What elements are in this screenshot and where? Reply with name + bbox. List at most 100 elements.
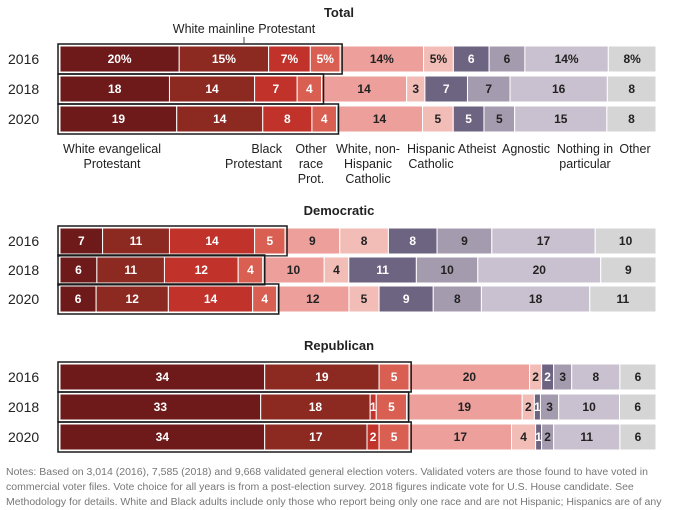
- panel-title-total: Total: [324, 5, 354, 20]
- bar-republican-2018-other-race-prot-: [375, 393, 408, 421]
- label-black-protestant-1: Black: [251, 142, 282, 156]
- label-nothing-1: Nothing in: [557, 142, 613, 156]
- data-label-total-2016-nothing-in-particular: 14%: [555, 52, 579, 66]
- bar-democratic-2016-white-evangelical-protestant: [59, 227, 104, 255]
- label-hispanic-catholic-2: Catholic: [408, 157, 453, 171]
- label-catholic-3: Catholic: [345, 172, 390, 186]
- data-label-republican-2018-other-race-prot-: 5: [388, 400, 395, 414]
- data-label-total-2020-other-race-prot-: 4: [321, 112, 328, 126]
- chart-notes: Notes: Based on 3,014 (2016), 7,585 (201…: [6, 466, 662, 508]
- bar-total-2020-agnostic: [483, 105, 516, 133]
- data-label-republican-2016-agnostic: 3: [559, 370, 566, 384]
- bar-democratic-2020-hispanic-catholic: [348, 285, 380, 313]
- bar-total-2016-white-non-hispanic-catholic: [339, 45, 425, 73]
- data-label-democratic-2018-atheist: 11: [376, 263, 389, 277]
- bar-total-2016-atheist: [452, 45, 490, 73]
- data-label-democratic-2016-white-non-hispanic-catholic: 9: [309, 234, 316, 248]
- data-label-republican-2016-atheist: 2: [544, 370, 551, 384]
- data-label-republican-2020-agnostic: 2: [544, 430, 551, 444]
- data-label-republican-2018-agnostic: 3: [546, 400, 553, 414]
- data-label-democratic-2016-agnostic: 9: [461, 234, 468, 248]
- bar-democratic-2016-other: [594, 227, 657, 255]
- bar-democratic-2018-other-race-prot-: [237, 256, 264, 284]
- data-label-democratic-2018-other: 9: [625, 263, 632, 277]
- label-agnostic: Agnostic: [502, 142, 550, 156]
- bar-democratic-2016-atheist: [387, 227, 438, 255]
- data-label-republican-2020-other: 6: [635, 430, 642, 444]
- bar-republican-2020-white-evangelical-protestant: [59, 423, 266, 451]
- data-label-total-2018-white-mainline-protestant: 14: [205, 82, 219, 96]
- bar-total-2018-nothing-in-particular: [509, 75, 608, 103]
- bar-democratic-2020-other: [589, 285, 657, 313]
- data-label-democratic-2016-nothing-in-particular: 17: [537, 234, 551, 248]
- bar-total-2020-other: [606, 105, 657, 133]
- data-label-republican-2020-atheist: 1: [535, 430, 542, 444]
- bar-total-2016-hispanic-catholic: [423, 45, 454, 73]
- label-atheist: Atheist: [458, 142, 497, 156]
- data-label-total-2020-agnostic: 5: [496, 112, 503, 126]
- data-label-democratic-2020-agnostic: 8: [454, 292, 461, 306]
- bar-republican-2016-other: [619, 363, 657, 391]
- bar-democratic-2018-white-evangelical-protestant: [59, 256, 98, 284]
- bar-republican-2020-white-mainline-protestant: [264, 423, 368, 451]
- data-label-total-2018-black-protestant: 7: [273, 82, 280, 96]
- bar-republican-2016-white-mainline-protestant: [264, 363, 380, 391]
- bar-democratic-2018-other: [600, 256, 657, 284]
- data-label-total-2018-atheist: 7: [443, 82, 450, 96]
- data-label-democratic-2016-black-protestant: 14: [205, 234, 219, 248]
- label-other-race-1: Other: [295, 142, 326, 156]
- data-label-total-2020-hispanic-catholic: 5: [435, 112, 442, 126]
- data-label-republican-2016-hispanic-catholic: 2: [532, 370, 539, 384]
- data-label-democratic-2016-other: 10: [619, 234, 633, 248]
- year-label-democratic-2018: 2018: [8, 262, 39, 278]
- data-label-total-2016-other: 8%: [623, 52, 641, 66]
- data-label-total-2018-white-non-hispanic-catholic: 14: [357, 82, 371, 96]
- data-label-total-2020-nothing-in-particular: 15: [554, 112, 568, 126]
- protestant-outline-democratic-2018: [57, 254, 266, 286]
- bar-republican-2016-nothing-in-particular: [571, 363, 621, 391]
- bar-democratic-2018-atheist: [348, 256, 417, 284]
- label-nothing-2: particular: [559, 157, 610, 171]
- bar-democratic-2020-other-race-prot-: [252, 285, 278, 313]
- year-label-total-2020: 2020: [8, 111, 39, 127]
- bar-total-2020-white-evangelical-protestant: [59, 105, 178, 133]
- bar-democratic-2020-white-evangelical-protestant: [59, 285, 97, 313]
- data-label-total-2020-white-non-hispanic-catholic: 14: [373, 112, 387, 126]
- bar-democratic-2016-black-protestant: [168, 227, 256, 255]
- data-label-total-2018-other: 8: [628, 82, 635, 96]
- data-label-democratic-2016-other-race-prot-: 5: [266, 234, 273, 248]
- data-label-republican-2016-other: 6: [635, 370, 642, 384]
- data-label-republican-2018-white-evangelical-protestant: 33: [154, 400, 168, 414]
- data-label-republican-2018-hispanic-catholic: 2: [525, 400, 532, 414]
- data-label-total-2018-nothing-in-particular: 16: [552, 82, 566, 96]
- data-label-democratic-2018-hispanic-catholic: 4: [333, 263, 340, 277]
- data-label-republican-2020-hispanic-catholic: 4: [520, 430, 527, 444]
- label-catholic-2: Hispanic: [344, 157, 392, 171]
- data-label-total-2016-agnostic: 6: [504, 52, 511, 66]
- bar-republican-2016-other-race-prot-: [378, 363, 410, 391]
- data-label-democratic-2018-other-race-prot-: 4: [247, 263, 254, 277]
- data-label-democratic-2020-other-race-prot-: 4: [261, 292, 268, 306]
- data-label-democratic-2020-nothing-in-particular: 18: [529, 292, 543, 306]
- data-label-total-2020-black-protestant: 8: [284, 112, 291, 126]
- protestant-outline-republican-2020: [57, 421, 412, 453]
- data-label-total-2020-white-mainline-protestant: 14: [213, 112, 227, 126]
- data-label-total-2016-hispanic-catholic: 5%: [430, 52, 448, 66]
- data-label-republican-2018-white-non-hispanic-catholic: 19: [458, 400, 472, 414]
- year-label-democratic-2016: 2016: [8, 233, 39, 249]
- bar-democratic-2020-white-non-hispanic-catholic: [276, 285, 350, 313]
- bar-republican-2018-nothing-in-particular: [558, 393, 621, 421]
- label-white-evangelical-1: White evangelical: [63, 142, 161, 156]
- data-label-total-2016-other-race-prot-: 5%: [317, 52, 335, 66]
- data-label-total-2020-white-evangelical-protestant: 19: [112, 112, 126, 126]
- bar-republican-2016-white-evangelical-protestant: [59, 363, 266, 391]
- data-label-democratic-2018-white-evangelical-protestant: 6: [75, 263, 82, 277]
- bar-democratic-2020-white-mainline-protestant: [95, 285, 169, 313]
- bar-democratic-2018-white-non-hispanic-catholic: [262, 256, 325, 284]
- data-label-democratic-2018-white-non-hispanic-catholic: 10: [287, 263, 301, 277]
- data-label-democratic-2020-white-mainline-protestant: 12: [126, 292, 140, 306]
- protestant-outline-total-2020: [57, 103, 340, 135]
- data-label-democratic-2020-black-protestant: 14: [204, 292, 218, 306]
- bar-republican-2020-other: [619, 423, 657, 451]
- data-label-total-2020-atheist: 5: [465, 112, 472, 126]
